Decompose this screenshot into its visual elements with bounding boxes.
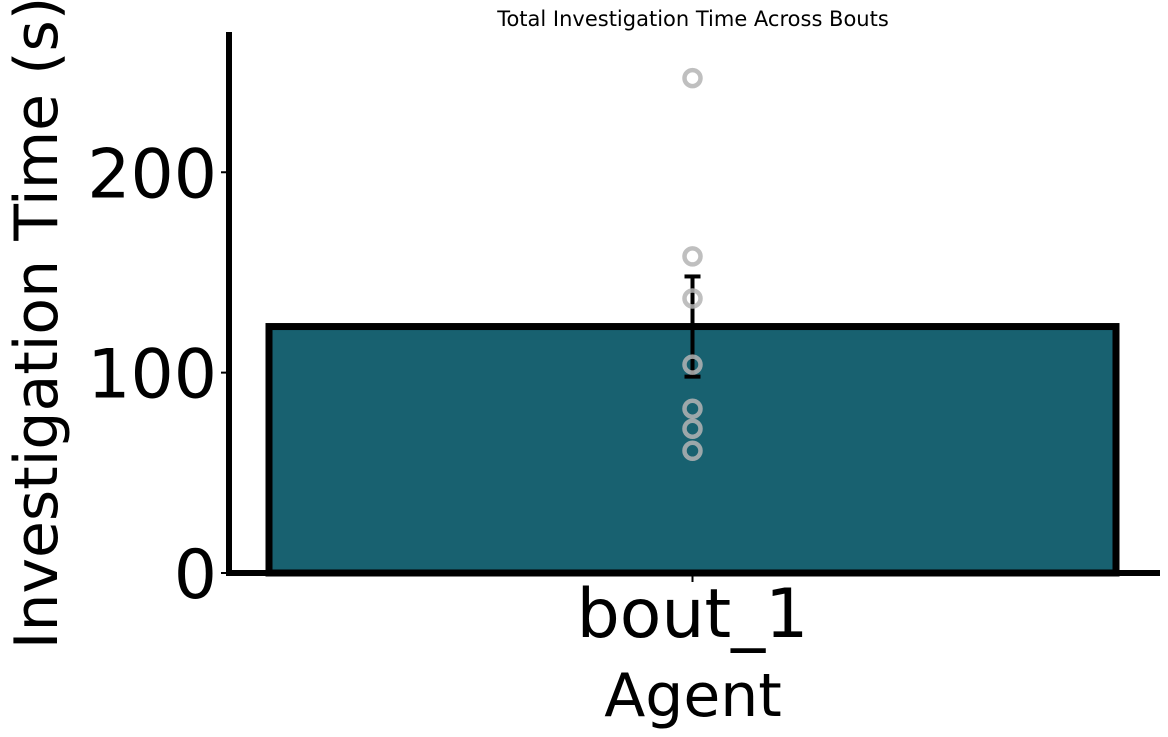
data-point-4 (682, 354, 703, 375)
x-axis-label: Agent (604, 661, 782, 731)
x-tick-label-bout_1: bout_1 (577, 575, 809, 654)
data-point-1 (682, 67, 703, 89)
data-point-2 (682, 246, 703, 267)
data-point-3 (682, 288, 703, 309)
points-layer (682, 67, 703, 462)
chart-title: Total Investigation Time Across Bouts (496, 7, 889, 31)
y-tick-label-100: 100 (87, 336, 217, 415)
error-bar-bout_1 (684, 274, 701, 379)
y-tick-label-200: 200 (87, 135, 217, 214)
data-point-7 (682, 440, 703, 462)
y-axis-label: Investigation Time (s) (2, 0, 72, 649)
x-ticks-layer: bout_1 (577, 575, 809, 654)
y-ticks-layer: 0 100 200 (87, 135, 229, 615)
axes-layer (226, 32, 1160, 576)
data-point-6 (682, 418, 703, 439)
y-tick-label-0: 0 (174, 536, 217, 615)
data-point-5 (682, 398, 703, 419)
error-bars-layer (684, 274, 701, 379)
